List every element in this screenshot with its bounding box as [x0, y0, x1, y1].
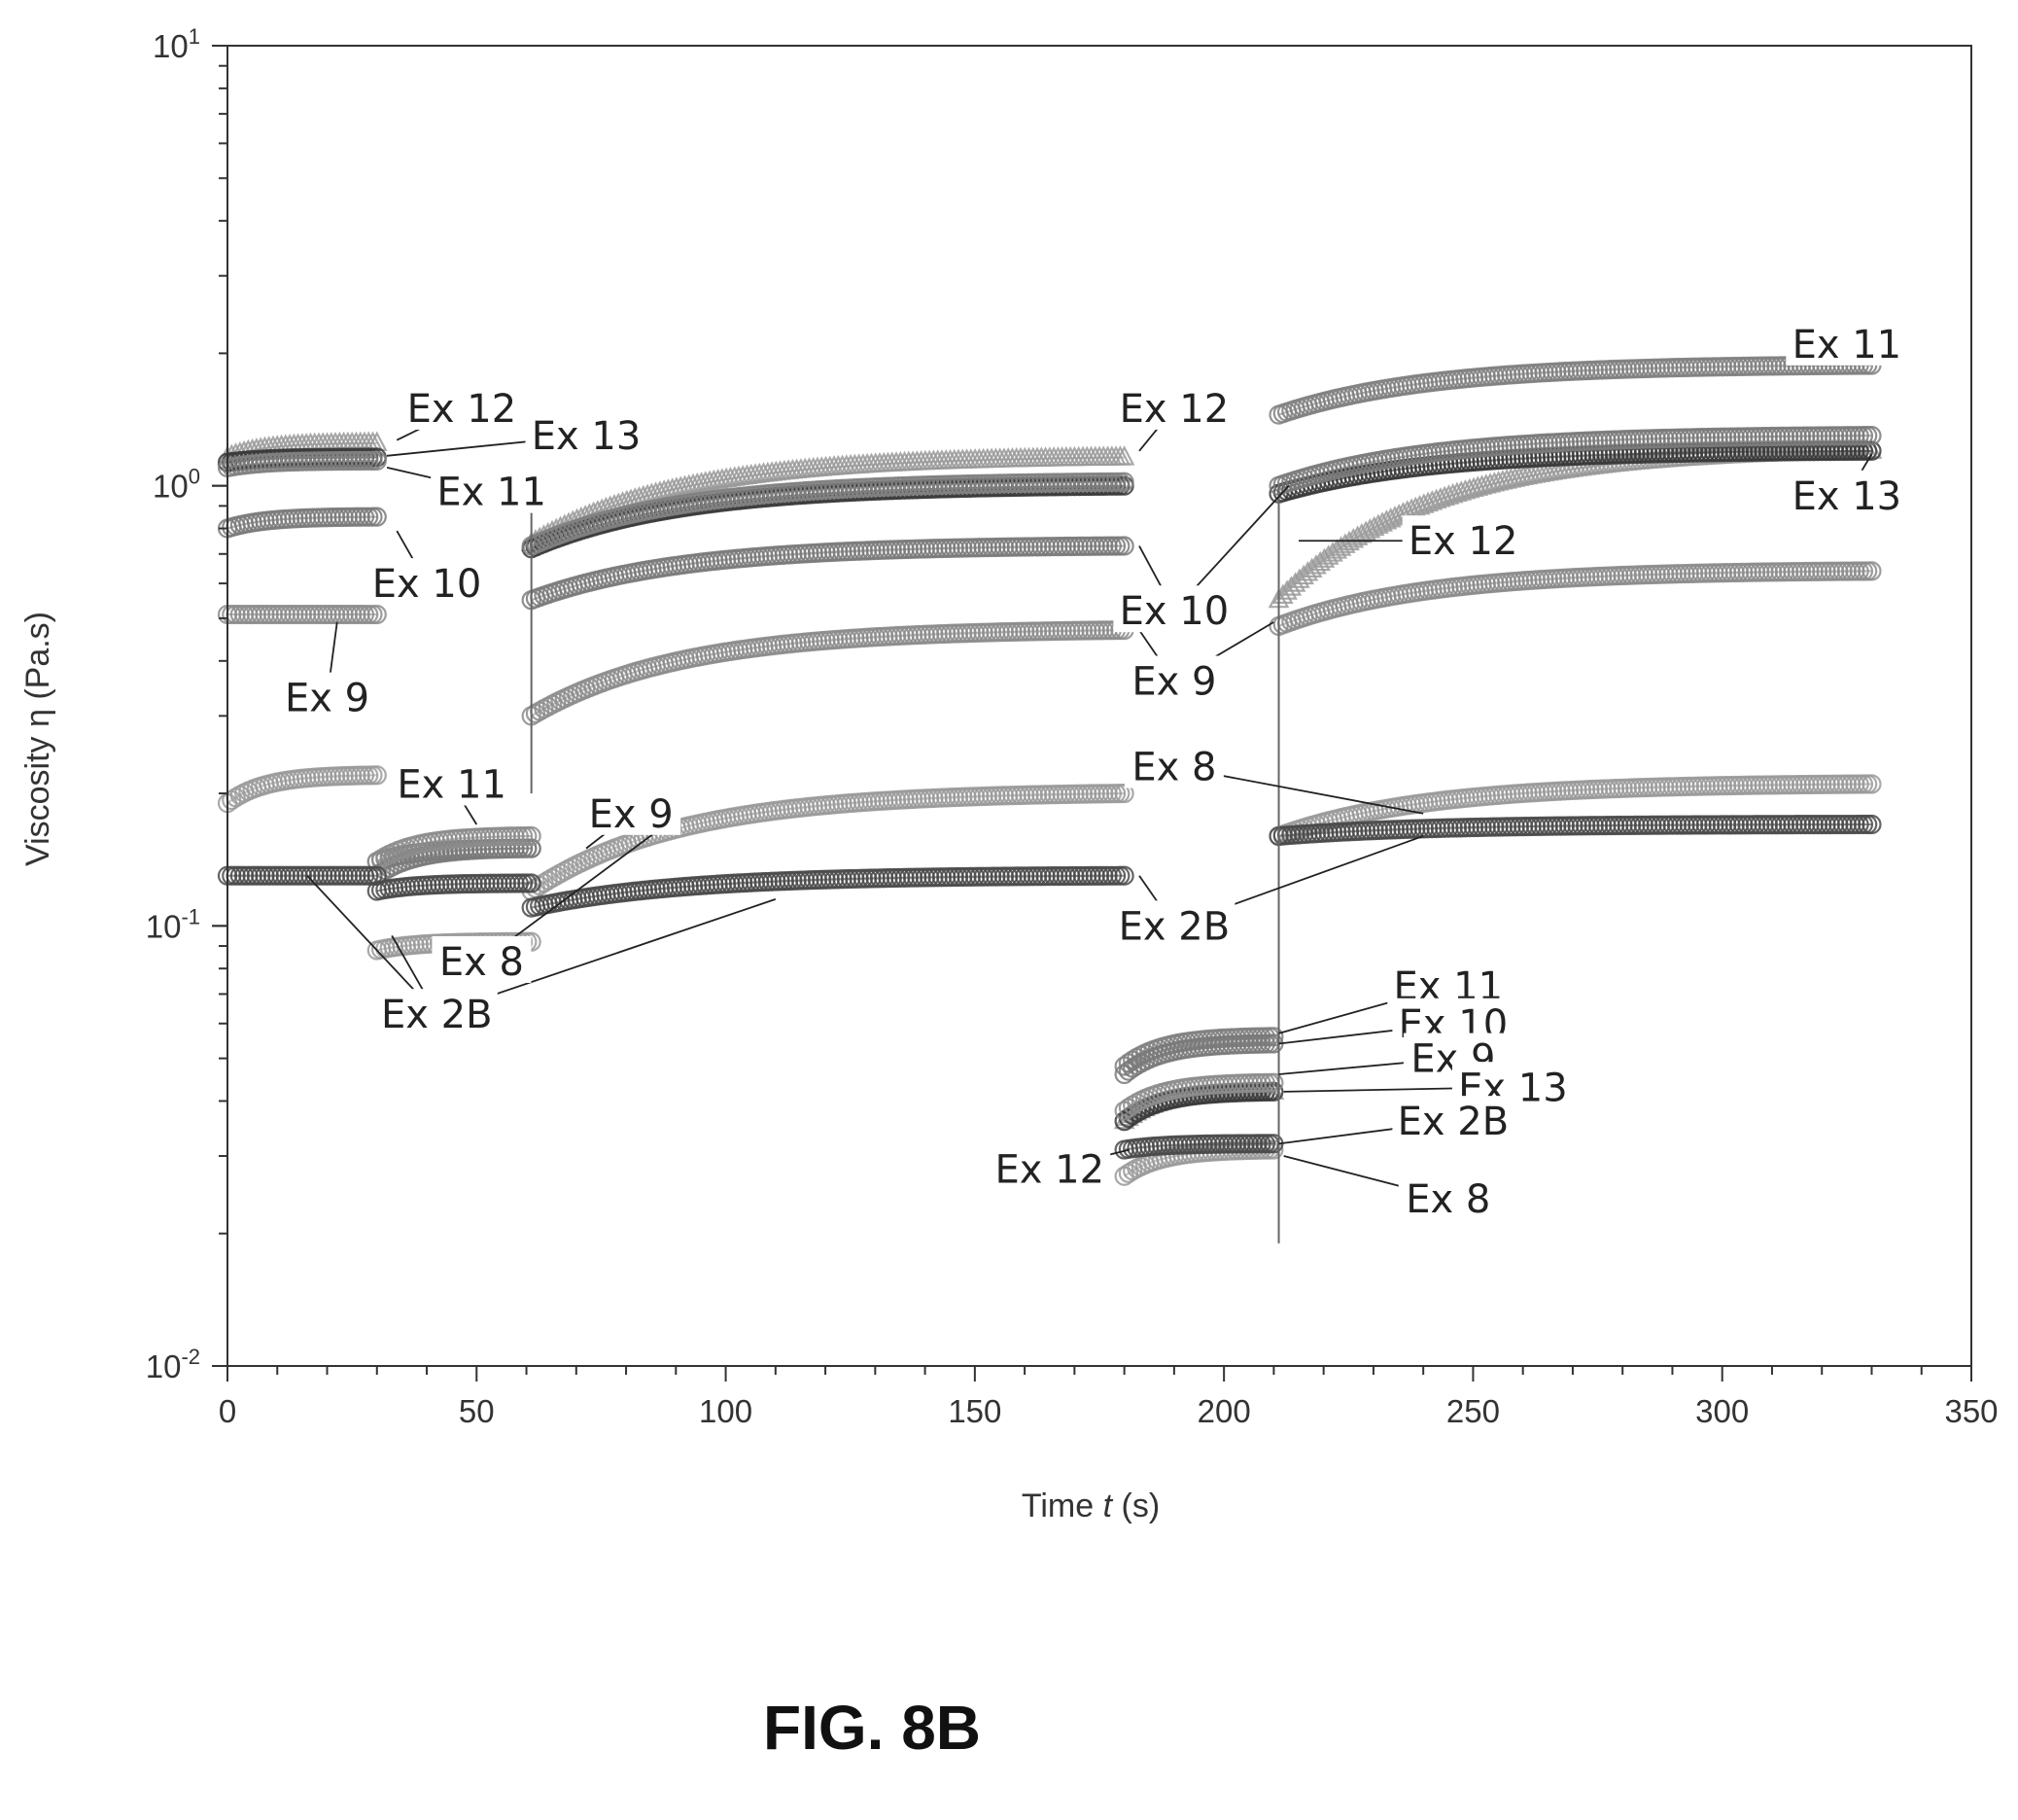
x-tick-label: 50: [459, 1393, 495, 1429]
annotation-label: Ex 11: [436, 471, 546, 515]
annotation-label: Ex 11: [397, 762, 506, 807]
annotation-bg: [1113, 382, 1235, 430]
annotation-label: Ex 11: [1792, 323, 1902, 368]
annotation-label: Ex 12: [1409, 519, 1518, 564]
data-point: [1301, 557, 1323, 578]
x-tick-label: 250: [1446, 1393, 1500, 1429]
series-line: [226, 515, 377, 530]
annotation-bg: [1786, 318, 1908, 366]
series-line: [1278, 570, 1872, 627]
data-point: [1113, 445, 1135, 466]
annotation-label: Ex 13: [532, 414, 642, 459]
annotation-label: Ex 9: [285, 677, 369, 721]
annotation-bg: [581, 788, 681, 835]
annotation-label: Ex 10: [372, 562, 482, 607]
annotation-bg: [375, 989, 498, 1036]
annotation-label: Ex 10: [1120, 589, 1230, 634]
series-line: [1124, 1042, 1274, 1075]
annotation-bg: [1124, 741, 1224, 788]
annotation-label: Ex 9: [1131, 660, 1216, 705]
series-line: [531, 874, 1125, 909]
annotation-label: Ex 2B: [1398, 1100, 1510, 1144]
figure-caption: FIG. 8B: [762, 1693, 982, 1763]
y-axis-ticks: 101 100 10-1 10-2: [146, 24, 227, 1384]
annotation-bg: [1402, 515, 1524, 563]
x-tick-label: 200: [1198, 1393, 1251, 1429]
data-point: [1293, 564, 1314, 585]
annotation-bg: [391, 758, 513, 806]
annotation-bg: [1786, 470, 1908, 517]
annotation-label: Ex 12: [994, 1148, 1104, 1193]
series-line: [1124, 1081, 1274, 1112]
x-axis-title: Time t (s): [1022, 1488, 1160, 1524]
y-tick-label: 10-2: [146, 1345, 200, 1384]
x-tick-label: 300: [1695, 1393, 1749, 1429]
series-line: [1278, 783, 1872, 837]
series-line: [531, 629, 1125, 718]
data-markers: [217, 355, 1883, 1243]
y-tick-label: 101: [153, 24, 200, 64]
plot-frame: [226, 45, 1972, 1367]
annotation-bg: [1124, 655, 1224, 703]
data-point: [1297, 561, 1319, 581]
annotation-bg: [400, 382, 523, 430]
y-axis-title: Viscosity η (Pa.s): [19, 612, 56, 866]
y-tick-label: 100: [153, 465, 200, 505]
y-tick-label: 10-1: [146, 904, 200, 944]
series-line: [1278, 823, 1872, 837]
annotation-bg: [1113, 900, 1235, 948]
series-line: [376, 882, 532, 892]
series-ex-9: [217, 561, 1882, 1121]
x-tick-label: 350: [1944, 1393, 1998, 1429]
annotation-bg: [989, 1143, 1111, 1191]
series-line: [1278, 364, 1872, 416]
annotation-bg: [1392, 1096, 1514, 1143]
annotation-label: Ex 12: [1120, 387, 1230, 432]
annotation-bg: [1113, 585, 1235, 633]
series-line: [1278, 449, 1872, 495]
annotation-bg: [431, 466, 553, 513]
series-line: [531, 456, 1125, 544]
annotation-label: Ex 2B: [381, 993, 493, 1037]
annotation-bg: [432, 935, 532, 983]
annotation-bg: [277, 672, 377, 719]
series-line: [376, 847, 532, 877]
series-ex-2b: [217, 814, 1882, 1160]
series-line: [531, 544, 1125, 602]
series-line: [226, 459, 377, 469]
data-point: [1289, 568, 1310, 588]
annotation-label: Ex 8: [1131, 746, 1216, 790]
x-tick-label: 150: [948, 1393, 1001, 1429]
series-line: [531, 792, 1125, 892]
annotation-bg: [1398, 1172, 1498, 1220]
x-tick-label: 0: [219, 1393, 236, 1429]
annotation-label: Ex 8: [1406, 1177, 1490, 1222]
x-axis-ticks: 0 50 100 150 200 250 300 350: [219, 1366, 1999, 1429]
x-tick-label: 100: [699, 1393, 752, 1429]
annotation-labels: Ex 12 Ex 13 Ex 11 Ex 10 Ex 9 Ex 11 Ex 9 Ex 8 Ex …: [277, 318, 1908, 1222]
series-line: [531, 480, 1125, 547]
series-line: [226, 774, 377, 804]
annotation-label: Ex 12: [407, 387, 517, 432]
annotation-label: Ex 2B: [1119, 904, 1231, 949]
annotation-label: Ex 13: [1792, 474, 1902, 519]
annotation-label: Ex 9: [589, 792, 674, 837]
annotation-label: Ex 8: [439, 940, 524, 985]
series-line: [1278, 435, 1872, 487]
data-point: [1305, 554, 1327, 575]
annotation-bg: [525, 410, 647, 458]
series-line: [1124, 1142, 1274, 1151]
series-line: [376, 834, 532, 863]
annotation-bg: [365, 558, 488, 606]
